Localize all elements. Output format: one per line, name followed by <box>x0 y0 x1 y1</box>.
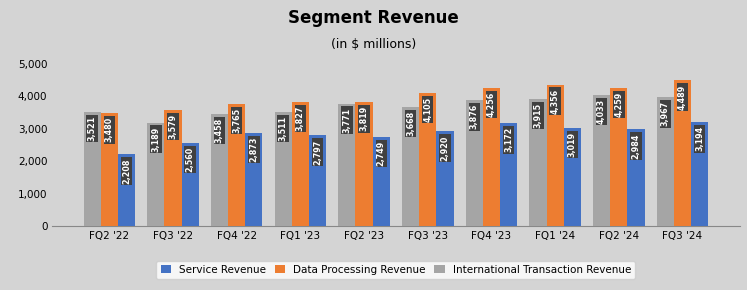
Bar <box>164 110 182 226</box>
Bar <box>84 112 101 226</box>
Bar <box>547 85 564 226</box>
Bar <box>657 97 674 226</box>
Text: 3,189: 3,189 <box>152 126 161 152</box>
Bar <box>564 128 581 226</box>
Bar <box>530 99 547 226</box>
Text: 2,797: 2,797 <box>313 139 322 164</box>
Bar <box>182 143 199 226</box>
Text: 4,259: 4,259 <box>614 92 623 117</box>
Bar <box>211 114 228 226</box>
Text: 3,194: 3,194 <box>695 126 704 151</box>
Text: 3,827: 3,827 <box>296 106 305 131</box>
Text: 3,876: 3,876 <box>470 104 479 129</box>
Bar <box>147 123 164 226</box>
Text: 3,458: 3,458 <box>215 118 224 143</box>
Text: 2,560: 2,560 <box>186 147 195 172</box>
Text: 3,967: 3,967 <box>661 101 670 126</box>
Text: 3,579: 3,579 <box>169 114 178 139</box>
Bar <box>465 100 483 226</box>
Bar <box>101 113 118 226</box>
Bar <box>245 133 262 226</box>
Bar <box>356 102 373 226</box>
Text: 2,984: 2,984 <box>631 133 640 159</box>
Bar <box>275 112 292 226</box>
Bar <box>500 123 517 226</box>
Bar <box>228 104 245 226</box>
Legend: Service Revenue, Data Processing Revenue, International Transaction Revenue: Service Revenue, Data Processing Revenue… <box>156 261 636 279</box>
Bar <box>627 129 645 226</box>
Text: 3,915: 3,915 <box>533 103 542 128</box>
Text: 3,521: 3,521 <box>87 116 96 141</box>
Text: 4,033: 4,033 <box>597 99 606 124</box>
Bar <box>610 88 627 226</box>
Text: 3,511: 3,511 <box>279 116 288 141</box>
Text: 3,668: 3,668 <box>406 111 415 136</box>
Bar <box>402 107 419 226</box>
Bar <box>338 104 356 226</box>
Text: 4,489: 4,489 <box>678 84 687 110</box>
Text: 2,749: 2,749 <box>376 141 385 166</box>
Bar <box>419 93 436 226</box>
Text: 3,480: 3,480 <box>105 117 114 142</box>
Text: 4,105: 4,105 <box>424 97 433 122</box>
Text: 3,019: 3,019 <box>568 132 577 157</box>
Bar <box>593 95 610 226</box>
Text: (in $ millions): (in $ millions) <box>331 38 416 51</box>
Bar <box>674 80 691 226</box>
Bar <box>483 88 500 226</box>
Text: 3,819: 3,819 <box>359 106 368 131</box>
Bar <box>118 155 135 226</box>
Bar <box>373 137 390 226</box>
Bar <box>309 135 326 226</box>
Text: 3,771: 3,771 <box>342 108 351 133</box>
Text: 2,920: 2,920 <box>441 135 450 161</box>
Bar <box>292 102 309 226</box>
Bar <box>691 122 708 226</box>
Text: 2,873: 2,873 <box>249 137 258 162</box>
Text: 4,256: 4,256 <box>487 92 496 117</box>
Bar <box>436 131 453 226</box>
Text: Segment Revenue: Segment Revenue <box>288 9 459 27</box>
Text: 2,208: 2,208 <box>122 158 131 184</box>
Text: 3,172: 3,172 <box>504 127 513 152</box>
Text: 4,356: 4,356 <box>551 89 560 114</box>
Text: 3,765: 3,765 <box>232 108 241 133</box>
